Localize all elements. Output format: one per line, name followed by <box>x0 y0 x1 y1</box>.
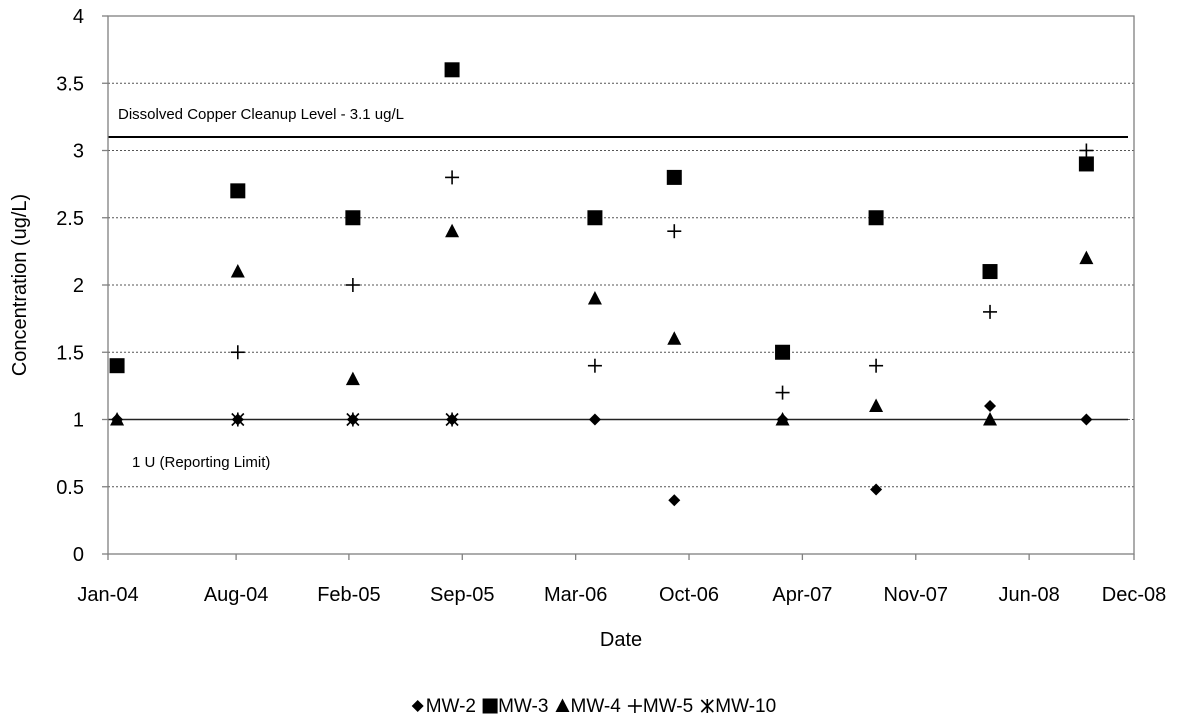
x-tick-label: Oct-06 <box>659 584 719 606</box>
data-point-mw-5 <box>983 304 998 319</box>
data-point-mw-5 <box>345 278 360 292</box>
y-axis-tick-labels: 0 0.5 1 1.5 2 2.5 3 3.5 4 <box>56 6 84 566</box>
data-point-mw-4 <box>587 290 602 305</box>
legend-item-mw-3: MW-3 <box>482 696 548 717</box>
legend-marker-square <box>482 698 498 714</box>
legend-marker-star <box>700 699 714 713</box>
data-point-mw-3 <box>444 62 460 78</box>
x-tick-label: Dec-08 <box>1102 584 1166 606</box>
x-tick-label: Jan-04 <box>77 584 138 606</box>
y-tick-label: 2 <box>73 275 84 297</box>
legend-label: MW-3 <box>498 696 548 717</box>
y-tick-label: 1 <box>73 410 84 432</box>
data-point-mw-2 <box>668 494 681 507</box>
legend: MW-2 MW-3 MW-4 MW-5 MW-10 <box>411 696 776 717</box>
legend-label: MW-5 <box>643 696 693 717</box>
series-mw-5 <box>230 143 1094 400</box>
data-point-mw-4 <box>345 371 360 386</box>
reference-lines <box>108 136 1128 421</box>
y-tick-label: 0.5 <box>56 477 84 499</box>
legend-item-mw-2: MW-2 <box>411 696 476 717</box>
y-tick-label: 4 <box>73 6 84 28</box>
data-point-mw-4 <box>110 412 125 426</box>
cleanup-level-label: Dissolved Copper Cleanup Level - 3.1 ug/… <box>118 106 404 123</box>
x-tick-label: Mar-06 <box>544 584 607 606</box>
data-point-mw-2 <box>870 483 883 496</box>
x-tick-label: Jun-08 <box>999 584 1060 606</box>
legend-label: MW-4 <box>571 696 622 717</box>
data-point-mw-5 <box>667 224 682 239</box>
x-tick-label: Apr-07 <box>772 584 832 606</box>
y-tick-label: 3 <box>73 141 84 163</box>
data-point-mw-4 <box>869 398 884 413</box>
data-point-mw-5 <box>230 345 245 360</box>
x-tick-label: Feb-05 <box>317 584 380 606</box>
data-point-mw-3 <box>775 344 791 360</box>
data-point-mw-4 <box>983 412 998 426</box>
y-tick-label: 2.5 <box>56 208 84 230</box>
data-point-mw-2 <box>984 400 997 413</box>
data-point-mw-2 <box>588 413 601 426</box>
y-tick-label: 1.5 <box>56 342 84 364</box>
x-axis-ticks <box>102 15 1135 560</box>
data-point-mw-3 <box>345 210 361 226</box>
legend-marker-plus <box>627 699 642 713</box>
x-tick-label: Sep-05 <box>430 584 495 606</box>
data-point-mw-3 <box>982 264 998 280</box>
y-tick-label: 0 <box>73 544 84 566</box>
data-point-mw-3 <box>109 358 125 374</box>
x-tick-label: Aug-04 <box>204 584 269 606</box>
data-point-mw-10 <box>346 412 360 427</box>
data-point-mw-5 <box>775 385 790 400</box>
x-axis-title: Date <box>600 629 642 651</box>
legend-marker-triangle <box>555 698 570 712</box>
data-point-mw-4 <box>445 223 460 238</box>
series-mw-10 <box>231 412 459 427</box>
data-points <box>109 62 1094 507</box>
data-point-mw-5 <box>869 358 884 373</box>
data-point-mw-4 <box>1079 250 1094 265</box>
data-point-mw-5 <box>445 170 460 185</box>
y-axis-title: Concentration (ug/L) <box>9 194 31 376</box>
x-tick-label: Nov-07 <box>884 584 948 606</box>
data-point-mw-10 <box>231 412 245 427</box>
reporting-limit-label: 1 U (Reporting Limit) <box>132 454 270 471</box>
legend-item-mw-5: MW-5 <box>627 696 693 717</box>
y-tick-label: 3.5 <box>56 73 84 95</box>
legend-item-mw-10: MW-10 <box>700 696 776 717</box>
data-point-mw-3 <box>666 169 682 185</box>
series-mw-4 <box>110 223 1094 426</box>
data-point-mw-3 <box>587 210 603 226</box>
data-point-mw-5 <box>1079 143 1094 158</box>
legend-label: MW-10 <box>715 696 776 717</box>
data-point-mw-4 <box>230 264 245 278</box>
series-mw-3 <box>109 62 1094 374</box>
legend-item-mw-4: MW-4 <box>555 696 622 717</box>
legend-label: MW-2 <box>426 696 476 717</box>
legend-marker-diamond <box>411 700 424 712</box>
x-axis-tick-labels: Jan-04 Aug-04 Feb-05 Sep-05 Mar-06 Oct-06 Apr-… <box>77 584 1166 606</box>
data-point-mw-4 <box>775 412 790 426</box>
data-point-mw-10 <box>445 412 459 427</box>
data-point-mw-3 <box>868 210 884 226</box>
data-point-mw-3 <box>230 183 246 199</box>
data-point-mw-3 <box>1078 156 1094 172</box>
data-point-mw-2 <box>1080 413 1093 426</box>
data-point-mw-5 <box>587 358 602 373</box>
data-point-mw-4 <box>667 331 682 345</box>
